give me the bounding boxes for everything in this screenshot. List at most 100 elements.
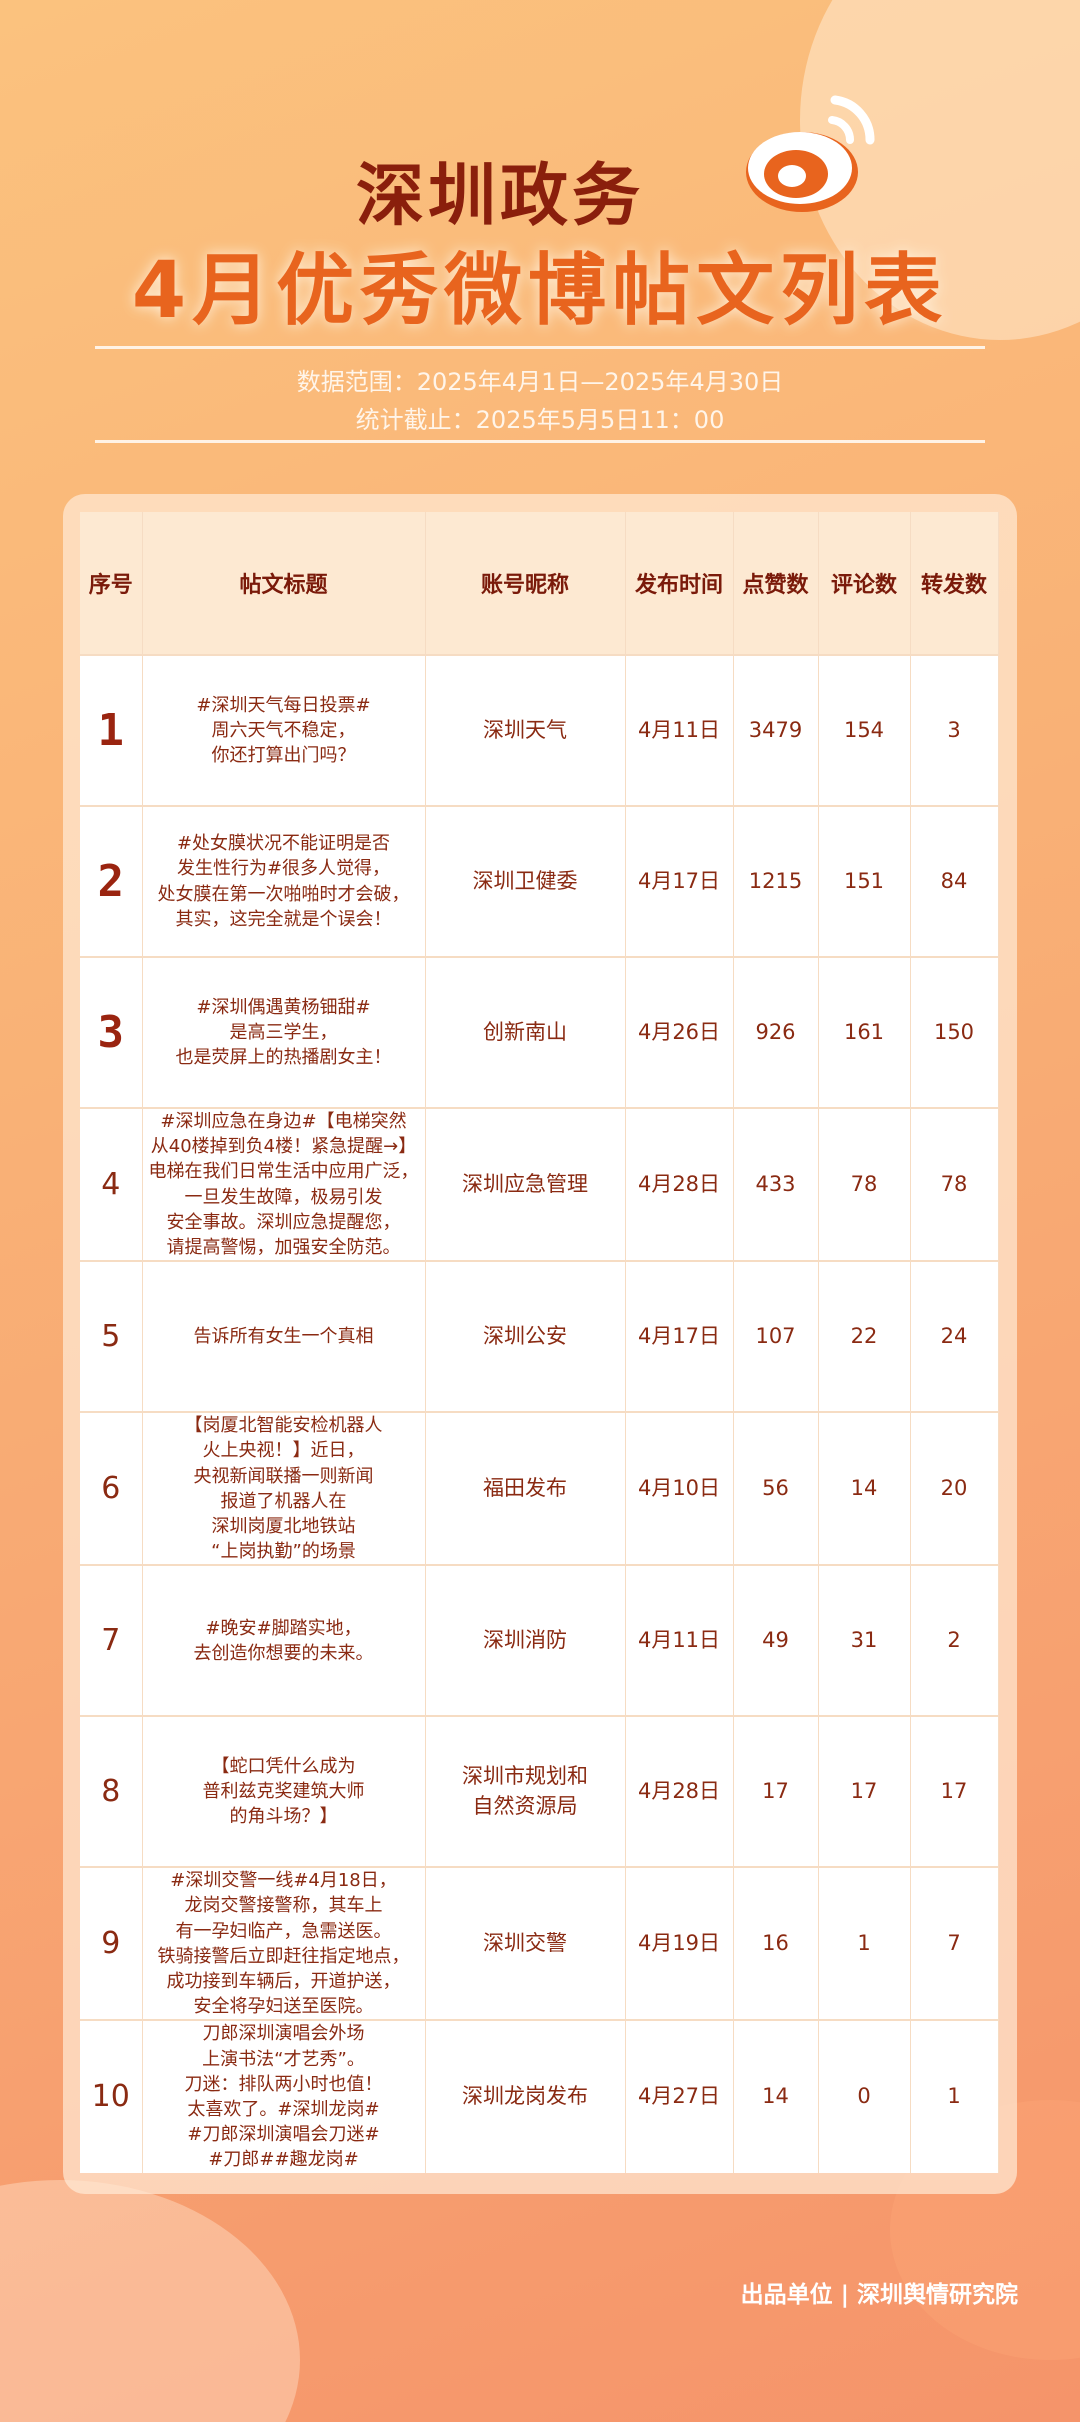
likes-cell: 16 <box>733 1866 819 2021</box>
footer-credit: 出品单位 | 深圳舆情研究院 <box>740 2282 1018 2308</box>
reposts-cell: 2 <box>910 1564 999 1717</box>
comments-cell: 161 <box>818 956 911 1108</box>
post-title-cell: 刀郎深圳演唱会外场 上演书法“才艺秀”。 刀迷：排队两小时也值！ 太喜欢了。#深… <box>142 2019 426 2173</box>
column-header: 发布时间 <box>625 512 734 655</box>
comments-cell: 31 <box>818 1564 911 1717</box>
account-cell: 深圳市规划和 自然资源局 <box>425 1715 626 1868</box>
account-cell: 深圳消防 <box>425 1564 626 1717</box>
table-row: 9 #深圳交警一线#4月18日， 龙岗交警接警称，其车上 有一孕妇临产，急需送医。… <box>80 1866 999 2021</box>
date-cell: 4月26日 <box>625 956 734 1108</box>
date-cell: 4月27日 <box>625 2019 734 2173</box>
account-cell: 深圳卫健委 <box>425 805 626 957</box>
likes-cell: 433 <box>733 1106 819 1262</box>
cutoff-time: 统计截止：2025年5月5日11：00 <box>355 406 725 434</box>
reposts-cell: 150 <box>910 956 999 1108</box>
post-title-cell: #深圳偶遇黄杨钿甜# 是高三学生， 也是荧屏上的热播剧女主！ <box>142 956 426 1108</box>
likes-cell: 1215 <box>733 805 819 957</box>
rank-cell: 6 <box>80 1411 143 1566</box>
table-row: 3 #深圳偶遇黄杨钿甜# 是高三学生， 也是荧屏上的热播剧女主！ 创新南山 4月26日… <box>80 956 999 1108</box>
reposts-cell: 7 <box>910 1866 999 2021</box>
reposts-cell: 84 <box>910 805 999 957</box>
column-header: 账号昵称 <box>425 512 626 655</box>
date-cell: 4月28日 <box>625 1106 734 1262</box>
decor-blob <box>800 0 1080 340</box>
post-title-cell: #深圳交警一线#4月18日， 龙岗交警接警称，其车上 有一孕妇临产，急需送医。 … <box>142 1866 426 2021</box>
comments-cell: 14 <box>818 1411 911 1566</box>
rank-cell: 8 <box>80 1715 143 1868</box>
decor-blob <box>0 2180 300 2422</box>
divider <box>95 346 985 349</box>
post-title-cell: #晚安#脚踏实地， 去创造你想要的未来。 <box>142 1564 426 1717</box>
divider <box>95 440 985 443</box>
rank-cell: 2 <box>80 805 143 957</box>
data-range: 数据范围：2025年4月1日—2025年4月30日 <box>296 368 784 396</box>
post-title-cell: #深圳天气每日投票# 周六天气不稳定， 你还打算出门吗？ <box>142 654 426 806</box>
reposts-cell: 20 <box>910 1411 999 1566</box>
rank-cell: 10 <box>80 2019 143 2173</box>
table-row: 10 刀郎深圳演唱会外场 上演书法“才艺秀”。 刀迷：排队两小时也值！ 太喜欢了。… <box>80 2019 999 2173</box>
rank-cell: 9 <box>80 1866 143 2021</box>
account-cell: 福田发布 <box>425 1411 626 1566</box>
post-title-cell: 【岗厦北智能安检机器人 火上央视！】近日， 央视新闻联播一则新闻 报道了机器人在… <box>142 1411 426 1566</box>
column-header: 序号 <box>80 512 143 655</box>
column-header: 转发数 <box>910 512 999 655</box>
likes-cell: 3479 <box>733 654 819 806</box>
column-header: 评论数 <box>818 512 911 655</box>
rank-cell: 1 <box>80 654 143 806</box>
reposts-cell: 17 <box>910 1715 999 1868</box>
posts-table: 序号 帖文标题 账号昵称 发布时间 点赞数 评论数 转发数 1 #深圳天气每日投票# 周六天气… <box>80 512 999 2173</box>
account-cell: 创新南山 <box>425 956 626 1108</box>
column-header: 帖文标题 <box>142 512 426 655</box>
date-cell: 4月10日 <box>625 1411 734 1566</box>
rank-cell: 4 <box>80 1106 143 1262</box>
table-row: 5 告诉所有女生一个真相 深圳公安 4月17日 107 22 24 <box>80 1260 999 1413</box>
table-row: 1 #深圳天气每日投票# 周六天气不稳定， 你还打算出门吗？ 深圳天气 4月11日 34… <box>80 654 999 806</box>
account-cell: 深圳龙岗发布 <box>425 2019 626 2173</box>
date-cell: 4月17日 <box>625 805 734 957</box>
comments-cell: 1 <box>818 1866 911 2021</box>
table-row: 4 #深圳应急在身边#【电梯突然 从40楼掉到负4楼！紧急提醒→】 电梯在我们日常… <box>80 1106 999 1262</box>
account-cell: 深圳交警 <box>425 1866 626 2021</box>
comments-cell: 22 <box>818 1260 911 1413</box>
weibo-logo-icon <box>746 95 875 212</box>
likes-cell: 107 <box>733 1260 819 1413</box>
comments-cell: 151 <box>818 805 911 957</box>
title-line1: 深圳政务 <box>355 157 644 236</box>
reposts-cell: 3 <box>910 654 999 806</box>
table-row: 8 【蛇口凭什么成为 普利兹克奖建筑大师 的角斗场？】 深圳市规划和 自然资源局 4月… <box>80 1715 999 1868</box>
table-header-row: 序号 帖文标题 账号昵称 发布时间 点赞数 评论数 转发数 <box>80 512 999 655</box>
date-cell: 4月11日 <box>625 654 734 806</box>
comments-cell: 0 <box>818 2019 911 2173</box>
comments-cell: 78 <box>818 1106 911 1262</box>
likes-cell: 14 <box>733 2019 819 2173</box>
post-title-cell: 告诉所有女生一个真相 <box>142 1260 426 1413</box>
reposts-cell: 24 <box>910 1260 999 1413</box>
comments-cell: 17 <box>818 1715 911 1868</box>
post-title-cell: #处女膜状况不能证明是否 发生性行为#很多人觉得， 处女膜在第一次啪啪时才会破，… <box>142 805 426 957</box>
comments-cell: 154 <box>818 654 911 806</box>
table-row: 2 #处女膜状况不能证明是否 发生性行为#很多人觉得， 处女膜在第一次啪啪时才会破… <box>80 805 999 957</box>
title-line2: 4月优秀微博帖文列表 <box>131 246 949 336</box>
likes-cell: 926 <box>733 956 819 1108</box>
date-cell: 4月19日 <box>625 1866 734 2021</box>
rank-cell: 5 <box>80 1260 143 1413</box>
rank-cell: 7 <box>80 1564 143 1717</box>
account-cell: 深圳应急管理 <box>425 1106 626 1262</box>
column-header: 点赞数 <box>733 512 819 655</box>
likes-cell: 49 <box>733 1564 819 1717</box>
likes-cell: 17 <box>733 1715 819 1868</box>
date-cell: 4月11日 <box>625 1564 734 1717</box>
likes-cell: 56 <box>733 1411 819 1566</box>
post-title-cell: 【蛇口凭什么成为 普利兹克奖建筑大师 的角斗场？】 <box>142 1715 426 1868</box>
table-row: 7 #晚安#脚踏实地， 去创造你想要的未来。 深圳消防 4月11日 49 31 2 <box>80 1564 999 1717</box>
reposts-cell: 78 <box>910 1106 999 1262</box>
table-row: 6 【岗厦北智能安检机器人 火上央视！】近日， 央视新闻联播一则新闻 报道了机器人… <box>80 1411 999 1566</box>
account-cell: 深圳天气 <box>425 654 626 806</box>
post-title-cell: #深圳应急在身边#【电梯突然 从40楼掉到负4楼！紧急提醒→】 电梯在我们日常生… <box>142 1106 426 1262</box>
rank-cell: 3 <box>80 956 143 1108</box>
date-cell: 4月28日 <box>625 1715 734 1868</box>
reposts-cell: 1 <box>910 2019 999 2173</box>
date-cell: 4月17日 <box>625 1260 734 1413</box>
account-cell: 深圳公安 <box>425 1260 626 1413</box>
